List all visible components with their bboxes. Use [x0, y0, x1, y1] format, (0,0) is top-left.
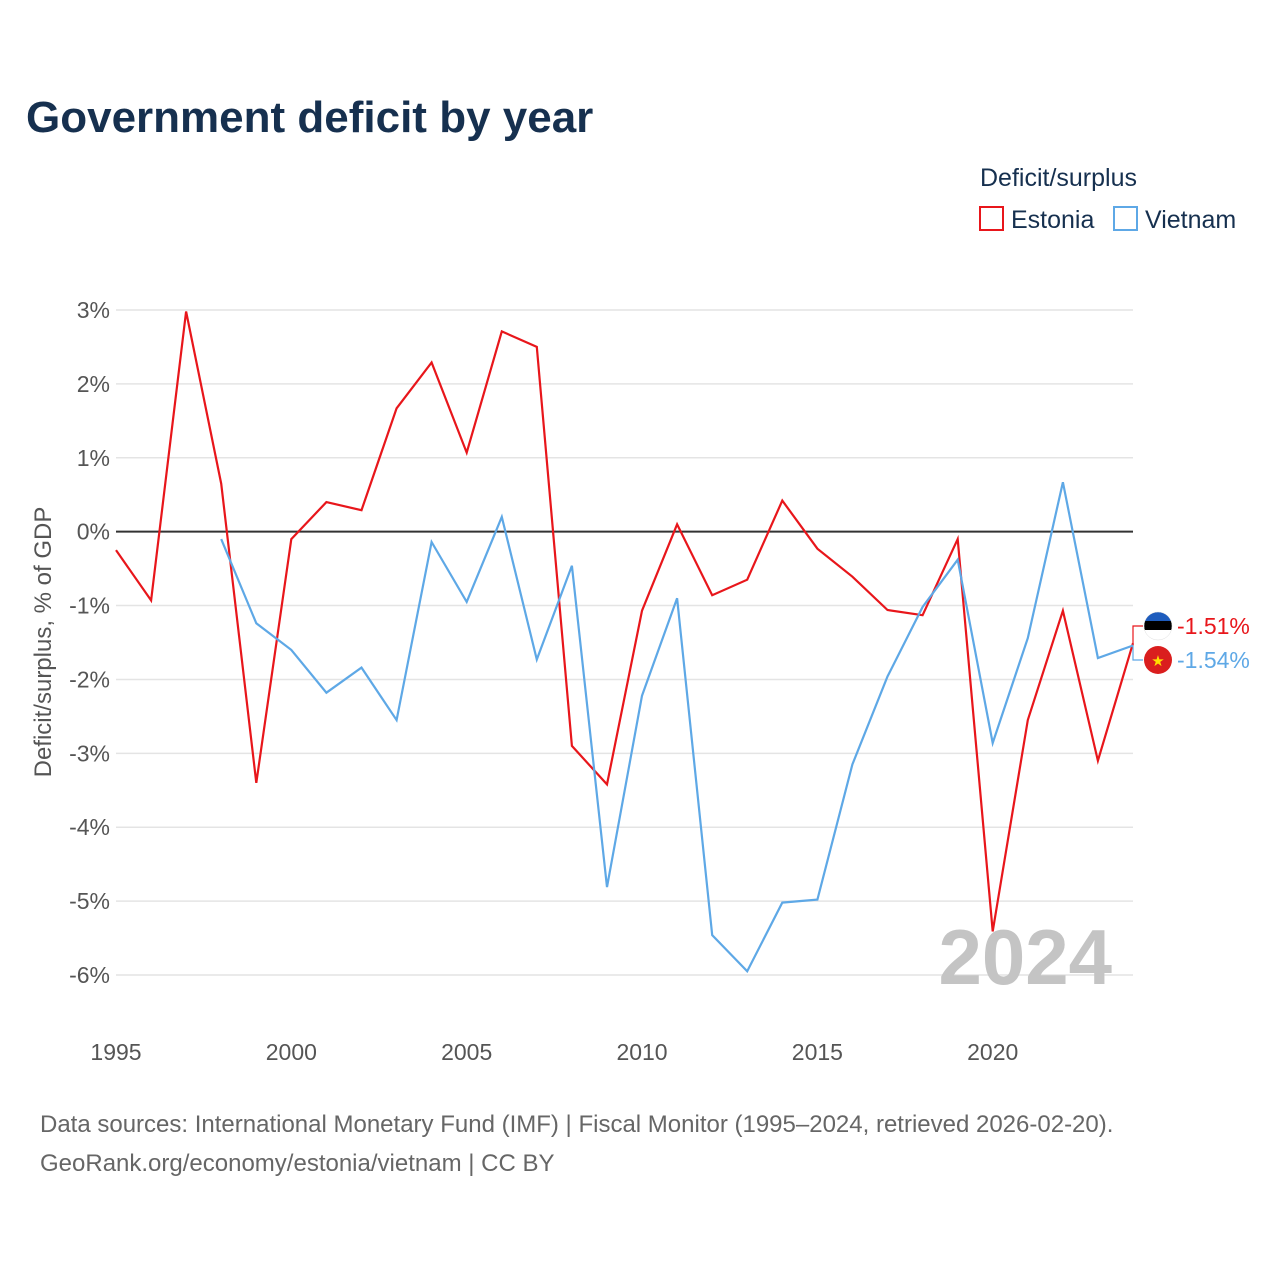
y-tick-label: -1%	[69, 593, 110, 619]
series-lines	[115, 311, 1135, 974]
vietnam-end-value: -1.54%	[1177, 647, 1250, 673]
end-connector-vietnam	[1132, 645, 1143, 661]
x-tick-label: 1995	[90, 1039, 141, 1065]
x-tick-label: 2015	[792, 1039, 843, 1065]
y-axis-ticks: 3% 2% 1% 0% -1% -2% -3% -4% -5% -6%	[69, 297, 110, 988]
y-tick-label: -4%	[69, 814, 110, 840]
chart-title: Government deficit by year	[26, 93, 593, 142]
y-tick-label: 0%	[77, 519, 110, 545]
series-line-estonia	[115, 311, 1135, 932]
legend-label-vietnam: Vietnam	[1145, 206, 1236, 234]
vietnam-flag-icon: ★	[1144, 646, 1172, 674]
gridlines	[116, 309, 1133, 976]
y-tick-label: -5%	[69, 888, 110, 914]
x-tick-label: 2000	[266, 1039, 317, 1065]
estonia-end-value: -1.51%	[1177, 613, 1250, 639]
x-tick-label: 2020	[967, 1039, 1018, 1065]
y-tick-label: -2%	[69, 666, 110, 692]
estonia-flag-icon	[1143, 611, 1173, 641]
source-note: Data sources: International Monetary Fun…	[40, 1111, 1113, 1138]
y-tick-label: 2%	[77, 371, 110, 397]
legend-item-estonia[interactable]: Estonia	[979, 206, 1094, 234]
x-tick-label: 2005	[441, 1039, 492, 1065]
x-axis-ticks: 1995 2000 2005 2010 2015 2020	[90, 1039, 1018, 1065]
svg-text:★: ★	[1151, 653, 1164, 670]
y-tick-label: -6%	[69, 962, 110, 988]
y-tick-label: -3%	[69, 740, 110, 766]
legend-swatch-vietnam	[1113, 206, 1138, 231]
source-link: GeoRank.org/economy/estonia/vietnam | CC…	[40, 1150, 554, 1177]
x-tick-label: 2010	[616, 1039, 667, 1065]
y-tick-label: 3%	[77, 297, 110, 323]
y-tick-label: 1%	[77, 445, 110, 471]
legend-title: Deficit/surplus	[980, 164, 1137, 192]
year-watermark: 2024	[938, 913, 1112, 1001]
end-connector-estonia	[1132, 625, 1143, 644]
y-axis-label: Deficit/surplus, % of GDP	[30, 507, 57, 778]
series-line-vietnam	[220, 481, 1134, 974]
legend-label-estonia: Estonia	[1011, 206, 1094, 234]
legend-item-vietnam[interactable]: Vietnam	[1113, 206, 1236, 234]
legend-swatch-estonia	[979, 206, 1004, 231]
end-labels: ★ -1.51% -1.54%	[1132, 611, 1250, 674]
